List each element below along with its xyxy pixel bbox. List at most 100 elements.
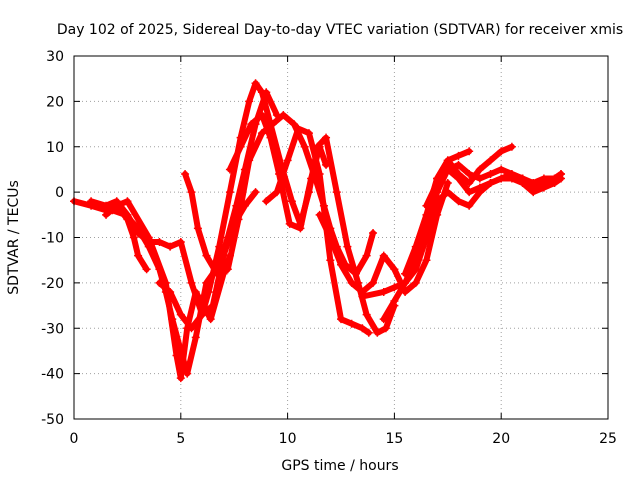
- data-point-marker: [223, 265, 232, 274]
- y-axis-label: SDTVAR / TECUs: [6, 180, 22, 295]
- data-point-marker: [134, 224, 143, 233]
- x-tick-label: 25: [599, 431, 617, 447]
- data-point-marker: [343, 242, 352, 251]
- data-point-marker: [497, 174, 506, 183]
- y-tick-label: 0: [55, 185, 64, 201]
- data-point-marker: [166, 287, 175, 296]
- y-tick-label: -30: [41, 321, 64, 337]
- series-track: [359, 175, 564, 300]
- x-axis-label: GPS time / hours: [281, 458, 398, 474]
- data-point-marker: [225, 188, 234, 197]
- x-tick-label: 0: [70, 431, 79, 447]
- data-point-marker: [213, 269, 222, 278]
- data-point-marker: [187, 278, 196, 287]
- data-point-marker: [381, 324, 390, 333]
- data-point-marker: [507, 142, 516, 151]
- data-point-marker: [550, 174, 559, 183]
- data-point-marker: [379, 287, 388, 296]
- data-point-marker: [142, 265, 151, 274]
- data-point-marker: [486, 179, 495, 188]
- data-point-marker: [193, 224, 202, 233]
- data-point-marker: [144, 242, 153, 251]
- data-point-marker: [390, 283, 399, 292]
- data-point-marker: [272, 188, 281, 197]
- gridlines: [74, 56, 608, 419]
- data-point-marker: [315, 142, 324, 151]
- data-point-marker: [191, 333, 200, 342]
- data-point-marker: [129, 233, 138, 242]
- data-point-marker: [411, 247, 420, 256]
- x-tick-label: 15: [385, 431, 403, 447]
- data-point-marker: [236, 142, 245, 151]
- data-point-marker: [198, 310, 207, 319]
- data-point-marker: [486, 169, 495, 178]
- data-point-marker: [433, 179, 442, 188]
- data-point-marker: [401, 269, 410, 278]
- data-point-marker: [337, 260, 345, 269]
- data-point-marker: [373, 328, 382, 337]
- data-point-marker: [123, 215, 132, 224]
- data-point-marker: [245, 97, 254, 106]
- data-point-marker: [454, 174, 463, 183]
- data-point-marker: [507, 169, 516, 178]
- data-series: [70, 79, 566, 383]
- data-point-marker: [422, 201, 431, 210]
- data-point-marker: [465, 147, 474, 156]
- data-point-marker: [215, 242, 224, 251]
- data-point-marker: [529, 179, 538, 188]
- data-point-marker: [296, 224, 305, 233]
- data-point-marker: [257, 129, 266, 138]
- data-point-marker: [401, 278, 410, 287]
- data-point-marker: [251, 79, 260, 88]
- data-point-marker: [351, 269, 360, 278]
- data-point-marker: [300, 142, 309, 151]
- data-point-marker: [422, 215, 431, 224]
- data-point-marker: [283, 156, 292, 165]
- data-point-marker: [322, 160, 331, 169]
- data-point-marker: [247, 120, 256, 129]
- data-point-marker: [475, 183, 484, 192]
- data-point-marker: [112, 201, 121, 210]
- y-tick-label: 30: [46, 49, 64, 65]
- data-point-marker: [166, 242, 175, 251]
- data-point-marker: [443, 165, 452, 174]
- data-point-marker: [315, 169, 324, 178]
- data-point-marker: [465, 201, 474, 210]
- y-tick-label: 10: [46, 140, 64, 156]
- chart-title: Day 102 of 2025, Sidereal Day-to-day VTE…: [57, 22, 623, 38]
- data-point-marker: [287, 197, 296, 206]
- data-point-marker: [465, 169, 474, 178]
- y-tick-label: -40: [41, 367, 64, 383]
- data-point-marker: [87, 197, 96, 206]
- data-point-marker: [176, 374, 185, 383]
- series-track: [412, 148, 473, 255]
- data-point-marker: [257, 88, 266, 97]
- data-point-marker: [379, 315, 388, 324]
- series-8: [262, 124, 373, 337]
- series-6: [181, 110, 378, 278]
- data-point-marker: [187, 188, 196, 197]
- data-point-marker: [362, 251, 371, 260]
- data-point-marker: [322, 133, 331, 142]
- data-point-marker: [497, 147, 506, 156]
- data-point-marker: [134, 251, 143, 260]
- y-tick-label: -10: [41, 231, 64, 247]
- data-point-marker: [168, 315, 177, 324]
- data-point-marker: [91, 201, 100, 210]
- data-point-marker: [465, 188, 474, 197]
- data-point-marker: [443, 179, 452, 188]
- y-tick-label: -20: [41, 276, 64, 292]
- series-9: [315, 179, 452, 296]
- data-point-marker: [326, 233, 335, 242]
- y-tick-label: -50: [41, 412, 64, 428]
- data-point-marker: [358, 292, 367, 301]
- data-point-marker: [262, 197, 271, 206]
- data-point-marker: [176, 238, 185, 247]
- data-point-marker: [364, 328, 373, 337]
- data-point-marker: [290, 120, 299, 129]
- data-point-marker: [315, 210, 324, 219]
- data-point-marker: [486, 156, 495, 165]
- data-point-marker: [422, 256, 431, 265]
- data-point-marker: [183, 369, 192, 378]
